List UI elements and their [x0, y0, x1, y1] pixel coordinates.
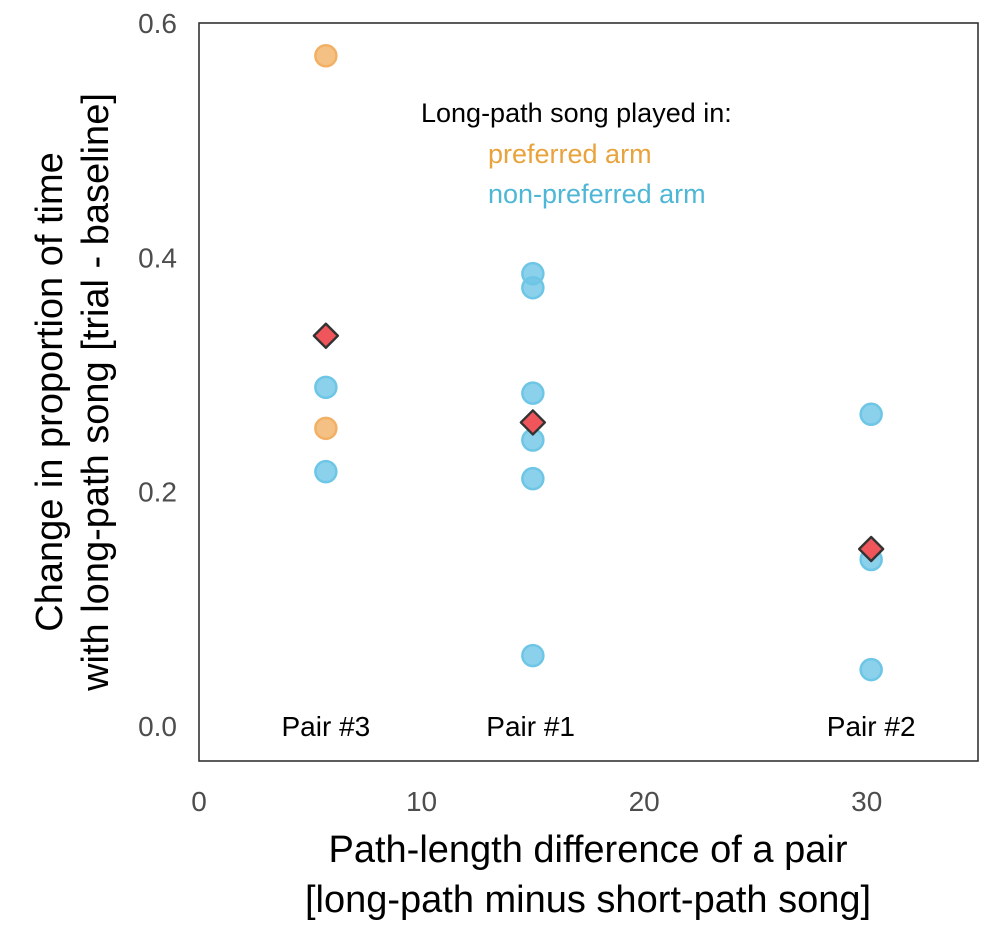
- data-point-non-preferred: [314, 375, 338, 400]
- pair-labels: Pair #3 Pair #1 Pair #2: [282, 711, 916, 742]
- pair-label: Pair #1: [486, 711, 575, 742]
- y-axis-title-line-2: with long-path song [trial - baseline]: [75, 93, 117, 692]
- legend-entry-preferred: preferred arm: [488, 139, 652, 169]
- legend: Long-path song played in: preferred arm …: [421, 98, 732, 209]
- data-points: [314, 44, 883, 682]
- data-point-non-preferred: [521, 381, 545, 405]
- mean-marker: [857, 535, 885, 563]
- pair-label: Pair #2: [827, 711, 916, 742]
- x-axis-ticks: 0 10 20 30: [191, 786, 882, 817]
- y-axis-title: Change in proportion of time with long-p…: [29, 93, 117, 692]
- mean-markers: [312, 322, 885, 563]
- mean-marker: [519, 409, 547, 436]
- x-tick-label: 10: [406, 786, 437, 817]
- data-point-non-preferred: [521, 275, 545, 300]
- x-tick-label: 20: [629, 786, 660, 817]
- y-tick-label: 0.0: [138, 711, 177, 742]
- data-point-non-preferred: [521, 643, 545, 668]
- plot-frame: [198, 22, 979, 762]
- data-point-non-preferred: [521, 466, 545, 491]
- data-point-non-preferred: [314, 459, 338, 484]
- legend-title: Long-path song played in:: [421, 98, 732, 128]
- x-axis-title-line-1: Path-length difference of a pair: [329, 829, 848, 871]
- mean-marker: [312, 322, 340, 349]
- y-tick-label: 0.6: [138, 8, 177, 39]
- data-point-preferred: [314, 44, 338, 68]
- y-axis-ticks: 0.0 0.2 0.4 0.6: [138, 8, 177, 742]
- x-tick-label: 0: [191, 786, 207, 817]
- data-point-preferred: [314, 416, 338, 441]
- x-tick-label: 30: [851, 786, 882, 817]
- data-point-non-preferred: [859, 657, 883, 682]
- legend-entry-non-preferred: non-preferred arm: [488, 179, 706, 209]
- y-axis-title-line-1: Change in proportion of time: [29, 152, 71, 632]
- x-axis-title-line-2: [long-path minus short-path song]: [305, 879, 871, 921]
- pair-label: Pair #3: [282, 711, 371, 742]
- data-point-non-preferred: [859, 402, 883, 427]
- x-axis-title: Path-length difference of a pair [long-p…: [305, 829, 871, 921]
- y-tick-label: 0.4: [138, 242, 177, 273]
- y-tick-label: 0.2: [138, 477, 177, 508]
